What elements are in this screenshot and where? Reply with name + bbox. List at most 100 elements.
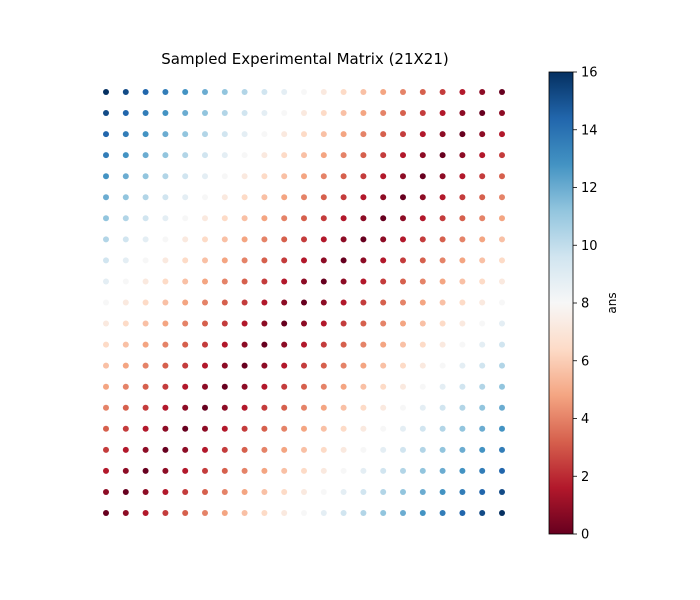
data-point [281,278,288,285]
data-point [221,383,228,390]
data-point [301,278,307,285]
data-point [261,404,268,411]
data-point [241,215,248,222]
data-point [202,278,208,285]
data-point [499,488,505,495]
data-point [281,404,288,411]
data-point [320,131,327,138]
data-point [419,446,426,453]
data-point [103,131,109,138]
data-point [221,510,228,516]
data-point [419,404,426,411]
data-point [360,194,367,201]
data-point [479,110,486,117]
data-point [340,341,347,348]
data-point [400,446,406,453]
data-point [320,383,327,390]
data-point [340,510,347,516]
data-point [281,173,288,180]
data-point [221,173,228,180]
data-point [162,362,169,369]
data-point [122,383,129,390]
data-point [320,299,327,306]
data-point [419,173,426,180]
data-point [221,131,228,138]
data-point [221,236,228,243]
data-point [499,467,505,474]
data-point [122,425,129,432]
data-point [499,362,505,369]
data-point [400,467,406,474]
data-point [301,362,307,369]
data-point [301,383,307,390]
data-point [419,320,426,327]
data-point [241,341,248,348]
data-point [439,320,446,327]
data-point [320,257,327,264]
data-point [221,488,228,495]
data-point [142,425,149,432]
data-point [419,236,426,243]
data-point [162,215,169,222]
data-point [360,341,367,348]
data-point [261,257,268,264]
data-point [241,404,248,411]
data-point [122,510,129,516]
data-point [122,236,129,243]
data-point [360,257,367,264]
data-point [301,110,307,117]
data-point [360,173,367,180]
data-point [281,341,288,348]
data-point [103,236,109,243]
data-point [202,110,208,117]
data-point [419,215,426,222]
data-point [261,152,268,159]
data-point [103,341,109,348]
data-point [360,362,367,369]
data-point [221,341,228,348]
data-point [162,341,169,348]
data-point [162,152,169,159]
data-point [182,510,189,516]
data-point [261,362,268,369]
data-point [103,152,109,159]
data-point [459,173,466,180]
data-point [142,404,149,411]
data-point [439,236,446,243]
data-point [122,299,129,306]
data-point [499,89,505,95]
data-point [122,110,129,117]
data-point [103,425,109,432]
data-point [162,404,169,411]
data-point [439,341,446,348]
data-point [162,446,169,453]
data-point [360,236,367,243]
data-point [320,510,327,516]
data-point [142,362,149,369]
data-point [439,278,446,285]
data-point [419,425,426,432]
data-point [459,467,466,474]
data-point [340,404,347,411]
data-point [380,173,387,180]
data-point [261,341,268,348]
data-point [221,446,228,453]
data-point [419,89,426,95]
data-point [241,446,248,453]
data-point [142,257,149,264]
data-point [202,215,208,222]
data-point [182,131,189,138]
data-point [400,425,406,432]
data-point [281,383,288,390]
data-point [202,467,208,474]
data-point [202,362,208,369]
data-point [360,299,367,306]
data-point [221,299,228,306]
data-point [261,510,268,516]
data-point [182,89,189,95]
data-point [182,152,189,159]
data-point [202,131,208,138]
data-point [142,236,149,243]
data-point [221,278,228,285]
data-point [182,215,189,222]
